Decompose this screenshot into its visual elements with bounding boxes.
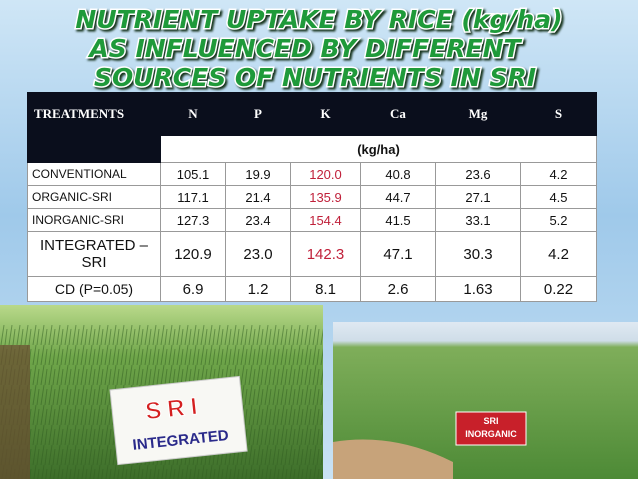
table-cell: P — [225, 92, 291, 136]
table-cell: 4.5 — [520, 185, 597, 209]
table-cell: Ca — [360, 92, 436, 136]
table-cell: 23.4 — [225, 208, 291, 232]
table-cell: 21.4 — [225, 185, 291, 209]
table-cell: 2.6 — [360, 276, 436, 302]
table-cell: 117.1 — [160, 185, 226, 209]
title-block: NUTRIENT UPTAKE BY RICE (kg/ha) AS INFLU… — [74, 4, 564, 93]
table-cell: CONVENTIONAL — [27, 162, 161, 186]
table-cell: 30.3 — [435, 231, 521, 277]
table-cell: 4.2 — [520, 231, 597, 277]
photo-label: SRI — [483, 416, 498, 426]
table-cell: 1.63 — [435, 276, 521, 302]
data-row: INORGANIC-SRI 127.3 23.4 154.4 41.5 33.1 5.2 — [27, 208, 597, 232]
field-image: SRI INORGANIC — [333, 322, 638, 479]
table-cell: INORGANIC-SRI — [27, 208, 161, 232]
table-cell: 127.3 — [160, 208, 226, 232]
table-cell: 6.9 — [160, 276, 226, 302]
header-row: TREATMENTS N P K Ca Mg S — [27, 92, 597, 136]
unit-row: (kg/ha) — [27, 135, 597, 163]
table-cell: S — [520, 92, 597, 136]
table-cell: 19.9 — [225, 162, 291, 186]
table-cell: 44.7 — [360, 185, 436, 209]
table-cell: 23.6 — [435, 162, 521, 186]
table-cell: (kg/ha) — [160, 135, 597, 163]
table-cell: ORGANIC-SRI — [27, 185, 161, 209]
photo-label: INORGANIC — [465, 429, 517, 439]
data-row: INTEGRATED – SRI 120.9 23.0 142.3 47.1 30.3 4.… — [27, 231, 597, 277]
table-cell: 8.1 — [290, 276, 361, 302]
table-cell: N — [160, 92, 226, 136]
table-cell: 27.1 — [435, 185, 521, 209]
table-cell: 135.9 — [290, 185, 361, 209]
table-cell: 41.5 — [360, 208, 436, 232]
nutrient-table: TREATMENTS N P K Ca Mg S (kg/ha) CONVENTIONAL 105… — [27, 92, 597, 302]
table-cell: CD (P=0.05) — [27, 276, 161, 302]
title-line: SOURCES OF NUTRIENTS IN SRI — [94, 63, 536, 92]
table-cell: INTEGRATED – SRI — [27, 231, 161, 277]
table-cell: 40.8 — [360, 162, 436, 186]
table-cell — [27, 135, 161, 163]
table-cell: 33.1 — [435, 208, 521, 232]
data-row: ORGANIC-SRI 117.1 21.4 135.9 44.7 27.1 4.5 — [27, 185, 597, 209]
table-cell: 120.0 — [290, 162, 361, 186]
title-line: AS INFLUENCED BY DIFFERENT — [87, 34, 522, 63]
table-cell: 120.9 — [160, 231, 226, 277]
table-cell: 0.22 — [520, 276, 597, 302]
title-line: NUTRIENT UPTAKE BY RICE (kg/ha) — [75, 5, 562, 34]
sign-text: SRI — [144, 392, 205, 425]
table-cell: TREATMENTS — [27, 92, 161, 136]
photo-inorganic: SRI INORGANIC — [333, 322, 638, 479]
table-cell: 154.4 — [290, 208, 361, 232]
table-cell: K — [290, 92, 361, 136]
table-cell: 142.3 — [290, 231, 361, 277]
field-image: SRI INTEGRATED — [0, 305, 323, 479]
table-cell: Mg — [435, 92, 521, 136]
data-row: CD (P=0.05) 6.9 1.2 8.1 2.6 1.63 0.22 — [27, 276, 597, 302]
photo-integrated: SRI INTEGRATED — [0, 305, 323, 479]
table-cell: 47.1 — [360, 231, 436, 277]
table-cell: 23.0 — [225, 231, 291, 277]
table-cell: 5.2 — [520, 208, 597, 232]
data-row: CONVENTIONAL 105.1 19.9 120.0 40.8 23.6 4.2 — [27, 162, 597, 186]
table-cell: 105.1 — [160, 162, 226, 186]
table-cell: 1.2 — [225, 276, 291, 302]
table-cell: 4.2 — [520, 162, 597, 186]
